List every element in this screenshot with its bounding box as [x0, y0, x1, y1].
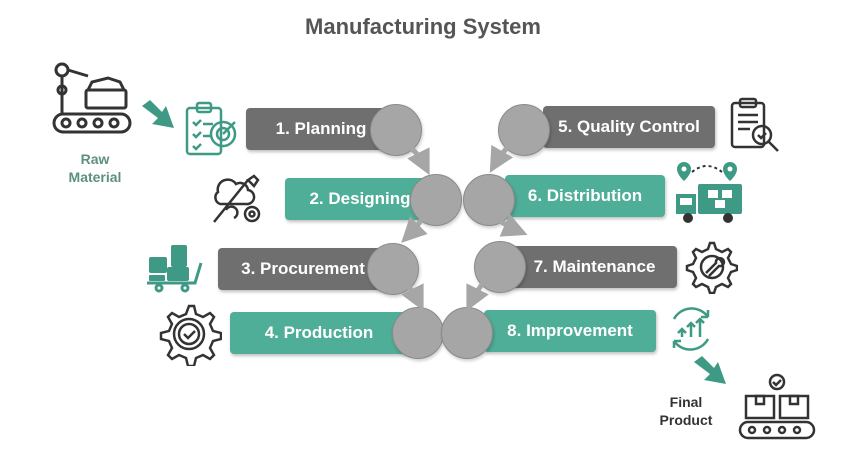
arrow-maintenance-to-improvement [466, 280, 489, 312]
end-arrow-icon [694, 356, 726, 384]
raw-material-label-line2: Material [68, 169, 122, 185]
gear-wrench-icon [685, 241, 738, 294]
arrow-procurement-to-production [401, 281, 424, 312]
step-procurement: 3. Procurement [218, 248, 388, 290]
arrow-planning-to-designing [406, 143, 430, 176]
arrow-distribution-to-maintenance [490, 212, 528, 237]
clipboard-target-icon [185, 101, 237, 156]
document-magnifier-icon [730, 97, 779, 152]
arrow-designing-to-procurement [401, 212, 428, 243]
gear-check-icon [159, 304, 222, 366]
final-product-label-line1: Final [669, 394, 703, 410]
cart-boxes-icon [147, 245, 203, 293]
raw-material-label-line1: Raw [80, 151, 110, 167]
connector-circle-production [392, 307, 444, 359]
arrow-quality-to-distribution [489, 143, 514, 173]
step-production: 4. Production [230, 312, 408, 354]
factory-machine-icon [52, 62, 132, 134]
raw-material-label: Raw Material [60, 150, 130, 186]
recycle-growth-icon [672, 307, 710, 351]
page-title: Manufacturing System [305, 14, 541, 39]
design-tools-icon [213, 174, 261, 223]
delivery-truck-icon [676, 162, 742, 223]
step-maintenance: 7. Maintenance [512, 246, 677, 288]
final-product-label: Final Product [650, 393, 722, 429]
step-improvement: 8. Improvement [484, 310, 656, 352]
step-distribution: 6. Distribution [505, 175, 665, 217]
step-quality-control: 5. Quality Control [543, 106, 715, 148]
step-designing: 2. Designing [285, 178, 435, 220]
start-arrow-icon [142, 100, 174, 128]
final-product-label-line2: Product [659, 412, 713, 428]
conveyor-boxes-icon [738, 373, 816, 440]
